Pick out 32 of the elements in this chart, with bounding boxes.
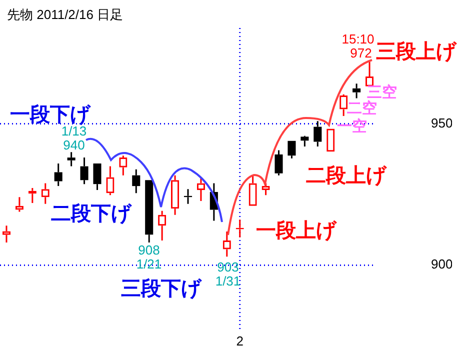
annotation: 二空 — [347, 98, 377, 117]
annotation: 1/21 — [136, 256, 162, 272]
candlestick — [288, 140, 296, 160]
annotation: 一段下げ — [10, 102, 91, 126]
candlestick — [274, 149, 283, 176]
chart-title: 先物 2011/2/16 日足 — [7, 6, 124, 24]
annotation: 972 — [350, 46, 372, 61]
annotation: 1/13 — [61, 124, 87, 139]
annotation: 三段上げ — [376, 39, 457, 64]
annotation: 三空 — [367, 82, 397, 101]
annotation: 一空 — [337, 116, 367, 135]
candlestick — [300, 135, 309, 148]
x-tick-label: 2 — [236, 333, 244, 348]
candlestick — [314, 120, 322, 148]
candlestick — [93, 163, 102, 191]
candlestick — [80, 156, 88, 185]
annotation: 15:10 — [342, 32, 374, 47]
annotation: 二段下げ — [51, 201, 132, 226]
annotation: 三段下げ — [121, 276, 202, 300]
candlestick — [132, 168, 140, 194]
annotation: 1/31 — [215, 274, 241, 289]
y-tick-label: 900 — [431, 256, 453, 272]
y-tick-label: 950 — [431, 116, 453, 131]
candlestick — [54, 162, 62, 187]
candlestick — [67, 151, 76, 168]
annotation: 903 — [217, 260, 239, 275]
candlestick — [145, 180, 154, 244]
candlestick — [352, 82, 361, 100]
annotation: 一段上げ — [256, 218, 337, 242]
annotation: 二段上げ — [306, 163, 387, 188]
annotation: 940 — [63, 138, 85, 153]
annotation: 908 — [138, 242, 160, 258]
